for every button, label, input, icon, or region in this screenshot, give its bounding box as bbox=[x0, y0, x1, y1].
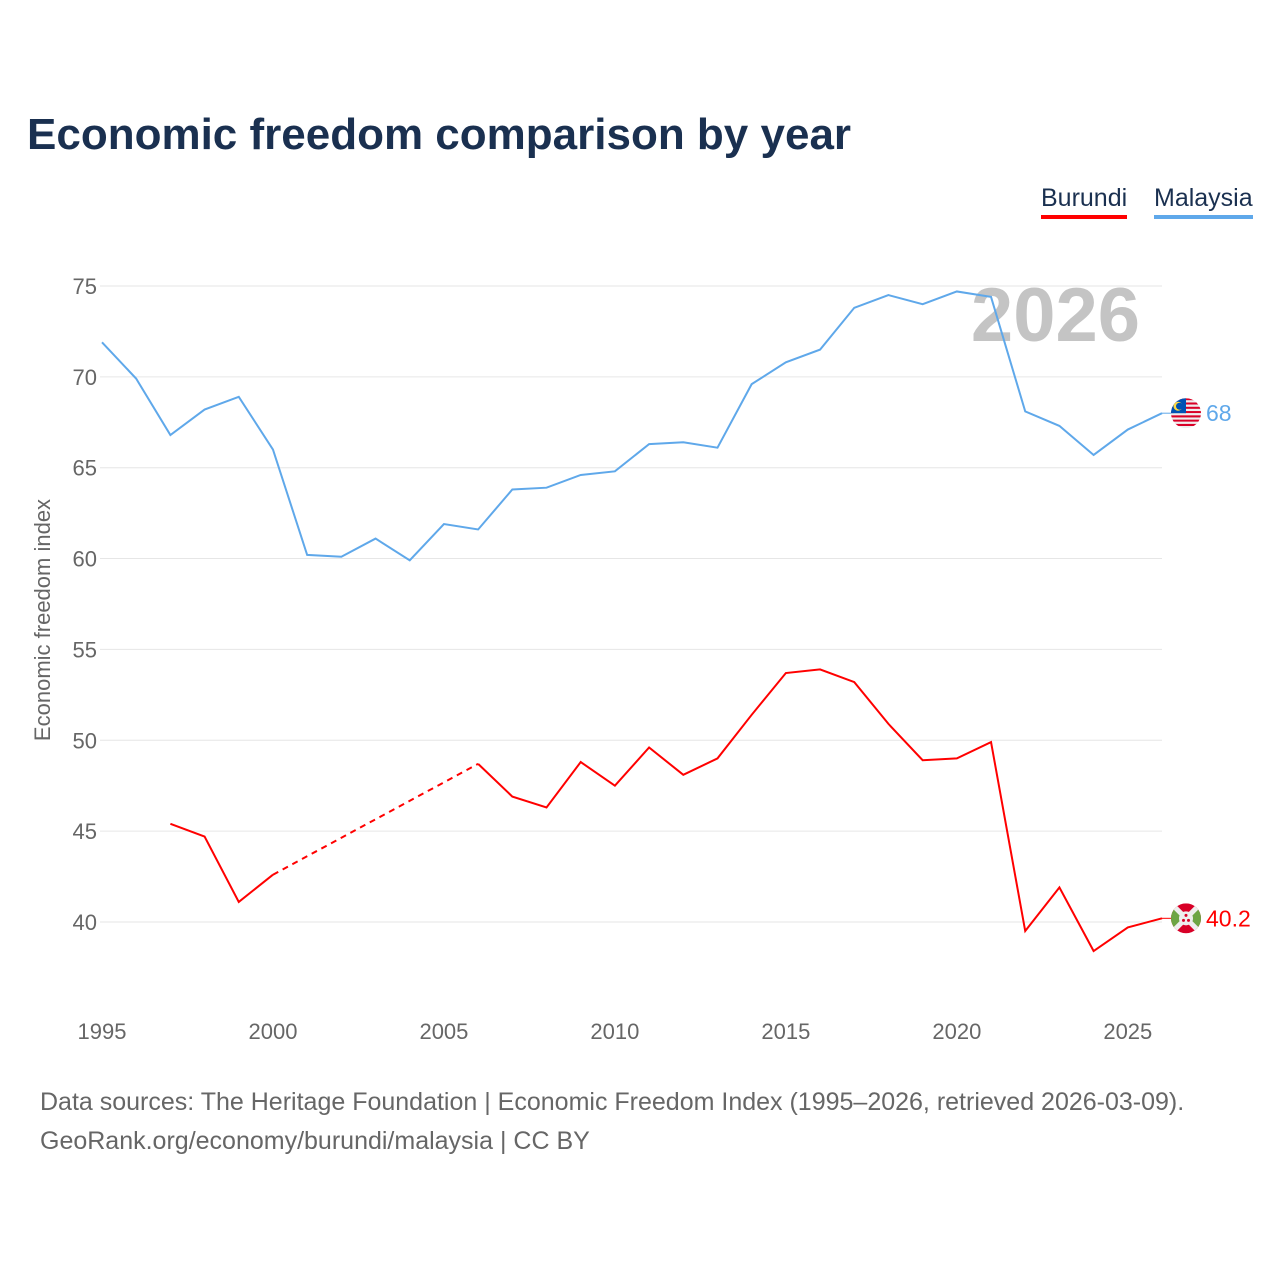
chart-title: Economic freedom comparison by year bbox=[27, 110, 852, 159]
burundi-flag-icon bbox=[1171, 903, 1201, 934]
gap-series-line-burundi bbox=[272, 762, 479, 876]
series-line-malaysia bbox=[101, 290, 1163, 562]
x-tick-label: 2020 bbox=[932, 1019, 981, 1044]
y-tick-label: 65 bbox=[73, 456, 97, 481]
x-tick-label: 2000 bbox=[248, 1019, 297, 1044]
legend-malaysia[interactable]: Malaysia bbox=[1154, 184, 1253, 219]
legend-burundi[interactable]: Burundi bbox=[1041, 184, 1128, 219]
y-tick-label: 45 bbox=[73, 819, 97, 844]
y-tick-label: 75 bbox=[73, 274, 97, 299]
malaysia-flag-icon bbox=[1171, 398, 1201, 429]
y-tick-label: 70 bbox=[73, 365, 97, 390]
y-tick-label: 40 bbox=[73, 910, 97, 935]
y-tick-label: 50 bbox=[73, 728, 97, 753]
y-tick-label: 60 bbox=[73, 547, 97, 572]
year-watermark: 2026 bbox=[971, 273, 1140, 358]
end-value-label-burundi: 40.2 bbox=[1206, 905, 1251, 931]
source-line-2[interactable]: GeoRank.org/economy/burundi/malaysia | C… bbox=[40, 1127, 590, 1155]
x-tick-label: 2010 bbox=[590, 1019, 639, 1044]
series-line-burundi bbox=[170, 822, 274, 904]
x-tick-label: 1995 bbox=[78, 1019, 127, 1044]
x-tick-label: 2005 bbox=[419, 1019, 468, 1044]
x-tick-label: 2025 bbox=[1103, 1019, 1152, 1044]
series-line-burundi bbox=[477, 668, 1163, 953]
source-line-1: Data sources: The Heritage Foundation | … bbox=[40, 1088, 1185, 1116]
x-tick-label: 2015 bbox=[761, 1019, 810, 1044]
y-tick-label: 55 bbox=[73, 637, 97, 662]
y-axis-label: Economic freedom index bbox=[30, 499, 55, 741]
end-value-label-malaysia: 68 bbox=[1206, 400, 1232, 426]
